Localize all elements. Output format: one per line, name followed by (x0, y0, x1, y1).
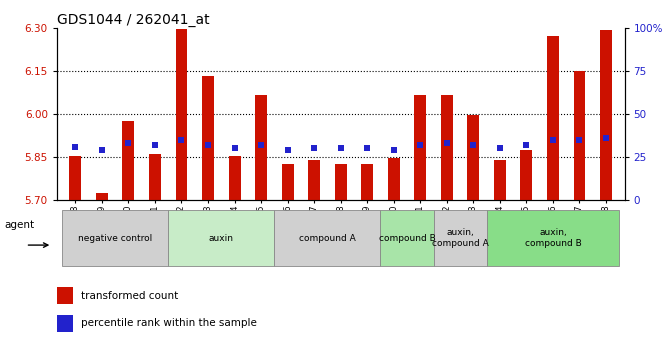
Point (521, 142, 532, 148)
Point (494, 146, 505, 151)
Point (150, 142, 160, 148)
Point (202, 142, 213, 148)
Point (309, 146, 319, 151)
Point (388, 147, 399, 153)
Bar (62, 210, 168, 266)
Bar (574, 71, 585, 200)
Bar (282, 164, 293, 200)
Text: auxin,
compound B: auxin, compound B (524, 228, 581, 248)
Point (574, 137, 584, 142)
Bar (335, 164, 347, 200)
Bar (176, 29, 188, 200)
Bar (414, 95, 426, 200)
Bar (381, 210, 434, 266)
Bar (202, 77, 214, 200)
Point (415, 142, 426, 148)
Text: compound A: compound A (299, 234, 356, 243)
Bar (57, 315, 73, 332)
Bar (69, 156, 81, 200)
Bar (547, 36, 559, 200)
Point (548, 137, 558, 142)
Point (256, 142, 267, 148)
Bar (441, 95, 453, 200)
Point (335, 146, 346, 151)
Bar (494, 160, 506, 200)
Point (283, 147, 293, 153)
Text: agent: agent (5, 220, 35, 230)
Point (70, 144, 81, 149)
Bar (57, 287, 73, 304)
Bar (149, 154, 161, 200)
Point (176, 137, 187, 142)
Point (362, 146, 373, 151)
Bar (228, 156, 240, 200)
Text: auxin,
compound A: auxin, compound A (432, 228, 488, 248)
Point (442, 140, 452, 146)
Text: transformed count: transformed count (81, 291, 178, 301)
Point (468, 142, 479, 148)
Bar (468, 115, 480, 200)
Bar (388, 158, 399, 200)
Bar (255, 95, 267, 200)
Text: auxin: auxin (209, 234, 234, 243)
Point (601, 135, 611, 141)
Bar (96, 193, 108, 200)
Bar (308, 160, 320, 200)
Point (123, 140, 134, 146)
Text: negative control: negative control (78, 234, 152, 243)
Bar (168, 210, 275, 266)
Point (229, 146, 240, 151)
Bar (486, 210, 619, 266)
Bar (434, 210, 486, 266)
Bar (361, 164, 373, 200)
Bar (122, 121, 134, 200)
Bar (600, 30, 612, 200)
Point (97, 147, 108, 153)
Text: compound B: compound B (379, 234, 436, 243)
Bar (275, 210, 381, 266)
Text: GDS1044 / 262041_at: GDS1044 / 262041_at (57, 12, 209, 27)
Text: percentile rank within the sample: percentile rank within the sample (81, 318, 257, 328)
Bar (520, 150, 532, 200)
